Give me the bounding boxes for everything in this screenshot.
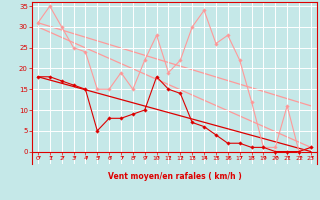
X-axis label: Vent moyen/en rafales ( km/h ): Vent moyen/en rafales ( km/h ) [108,172,241,181]
